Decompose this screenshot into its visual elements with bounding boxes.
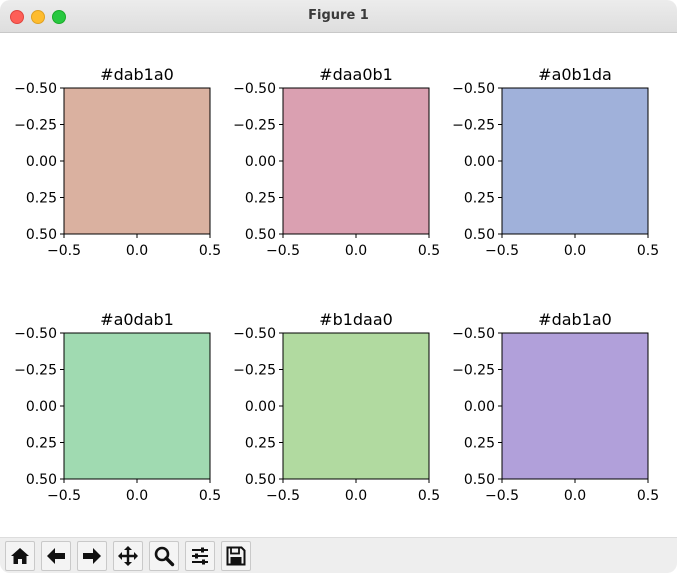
subplot-4-ytick-label: 0.00 (26, 399, 57, 415)
subplot-6-ytick-label: −0.25 (452, 363, 495, 379)
figure-canvas: #dab1a0 −0.50 −0.25 0.00 0.25 0.50 −0.5 0.0 0.5 #… (0, 33, 677, 536)
subplot-4-ytick-label: 0.25 (26, 436, 57, 452)
floppy-disk-icon (226, 546, 246, 566)
subplot-6-image (501, 332, 649, 480)
subplot-1-xtick-label: 0.0 (126, 243, 148, 259)
subplot-3-title: #a0b1da (538, 65, 612, 84)
subplot-3-ytick-label: −0.50 (452, 81, 495, 97)
subplot-4-ytick-label: −0.50 (14, 326, 57, 342)
subplot-2-ytick-label: −0.25 (233, 118, 276, 134)
subplot-4-ytick-label: 0.50 (26, 472, 57, 488)
subplot-3-image (501, 87, 649, 235)
subplot-1-xtick-label: 0.5 (199, 243, 221, 259)
subplot-5-ytick-label: 0.50 (245, 472, 276, 488)
navigation-toolbar (0, 537, 677, 573)
subplot-5-ytick-label: 0.00 (245, 399, 276, 415)
subplot-2-title: #daa0b1 (319, 65, 393, 84)
subplot-3-ytick-label: 0.50 (464, 227, 495, 243)
subplot-1-ytick-label: −0.50 (14, 81, 57, 97)
subplot-1-ytick-label: −0.25 (14, 118, 57, 134)
sliders-icon (192, 547, 208, 565)
subplot-6-xtick-label: −0.5 (485, 488, 519, 504)
subplot-4-xtick-label: 0.0 (126, 488, 148, 504)
subplot-5-ytick-label: −0.50 (233, 326, 276, 342)
subplot-2-xtick-label: 0.0 (345, 243, 367, 259)
subplot-1-xtick-label: −0.5 (47, 243, 81, 259)
subplot-1-ytick-label: 0.50 (26, 227, 57, 243)
subplot-5-xtick-label: −0.5 (266, 488, 300, 504)
subplot-1-image (63, 87, 211, 235)
subplot-6-title: #dab1a0 (538, 310, 612, 329)
subplot-5-title: #b1daa0 (319, 310, 393, 329)
subplot-6-ytick-label: 0.00 (464, 399, 495, 415)
close-window-button[interactable] (10, 10, 24, 24)
subplot-5-ytick-label: −0.25 (233, 363, 276, 379)
subplot-2-ytick-label: 0.00 (245, 154, 276, 170)
subplot-4-title: #a0dab1 (100, 310, 174, 329)
subplot-2-xtick-label: −0.5 (266, 243, 300, 259)
subplot-1-ytick-label: 0.25 (26, 191, 57, 207)
subplot-5-ytick-label: 0.25 (245, 436, 276, 452)
subplot-5-image (282, 332, 430, 480)
arrow-left-icon (47, 548, 65, 564)
subplot-3-ytick-label: 0.25 (464, 191, 495, 207)
subplot-5-xtick-label: 0.0 (345, 488, 367, 504)
subplot-2-ytick-label: 0.50 (245, 227, 276, 243)
subplot-3-ytick-label: 0.00 (464, 154, 495, 170)
subplot-4-xtick-label: 0.5 (199, 488, 221, 504)
minimize-window-button[interactable] (31, 10, 45, 24)
forward-button[interactable] (77, 541, 107, 571)
subplot-3-xtick-label: 0.5 (637, 243, 659, 259)
subplot-6-ytick-label: −0.50 (452, 326, 495, 342)
subplot-3-xtick-label: −0.5 (485, 243, 519, 259)
subplot-6-xtick-label: 0.0 (564, 488, 586, 504)
subplot-6-ytick-label: 0.25 (464, 436, 495, 452)
subplot-4-image (63, 332, 211, 480)
maximize-window-button[interactable] (52, 10, 66, 24)
subplot-6-ytick-label: 0.50 (464, 472, 495, 488)
subplot-3-xtick-label: 0.0 (564, 243, 586, 259)
configure-subplots-button[interactable] (185, 541, 215, 571)
title-bar[interactable]: Figure 1 (0, 0, 677, 33)
subplots-svg: #dab1a0−0.50−0.250.000.250.50−0.5 0.0 0.5#… (14, 65, 659, 504)
window-title: Figure 1 (308, 8, 369, 23)
subplot-2-xtick-label: 0.5 (418, 243, 440, 259)
home-button[interactable] (5, 541, 35, 571)
back-button[interactable] (41, 541, 71, 571)
subplot-4-xtick-label: −0.5 (47, 488, 81, 504)
zoom-button[interactable] (149, 541, 179, 571)
subplot-1-title: #dab1a0 (100, 65, 174, 84)
subplot-3-ytick-label: −0.25 (452, 118, 495, 134)
subplot-6-xtick-label: 0.5 (637, 488, 659, 504)
subplot-5-xtick-label: 0.5 (418, 488, 440, 504)
subplot-2-ytick-label: −0.50 (233, 81, 276, 97)
move-icon (118, 546, 138, 566)
subplot-4-ytick-label: −0.25 (14, 363, 57, 379)
magnifier-icon (154, 546, 175, 567)
pan-button[interactable] (113, 541, 143, 571)
save-button[interactable] (221, 541, 251, 571)
arrow-right-icon (83, 548, 101, 564)
subplot-1-ytick-label: 0.00 (26, 154, 57, 170)
subplot-2-image (282, 87, 430, 235)
home-icon (11, 548, 29, 564)
subplot-2-ytick-label: 0.25 (245, 191, 276, 207)
